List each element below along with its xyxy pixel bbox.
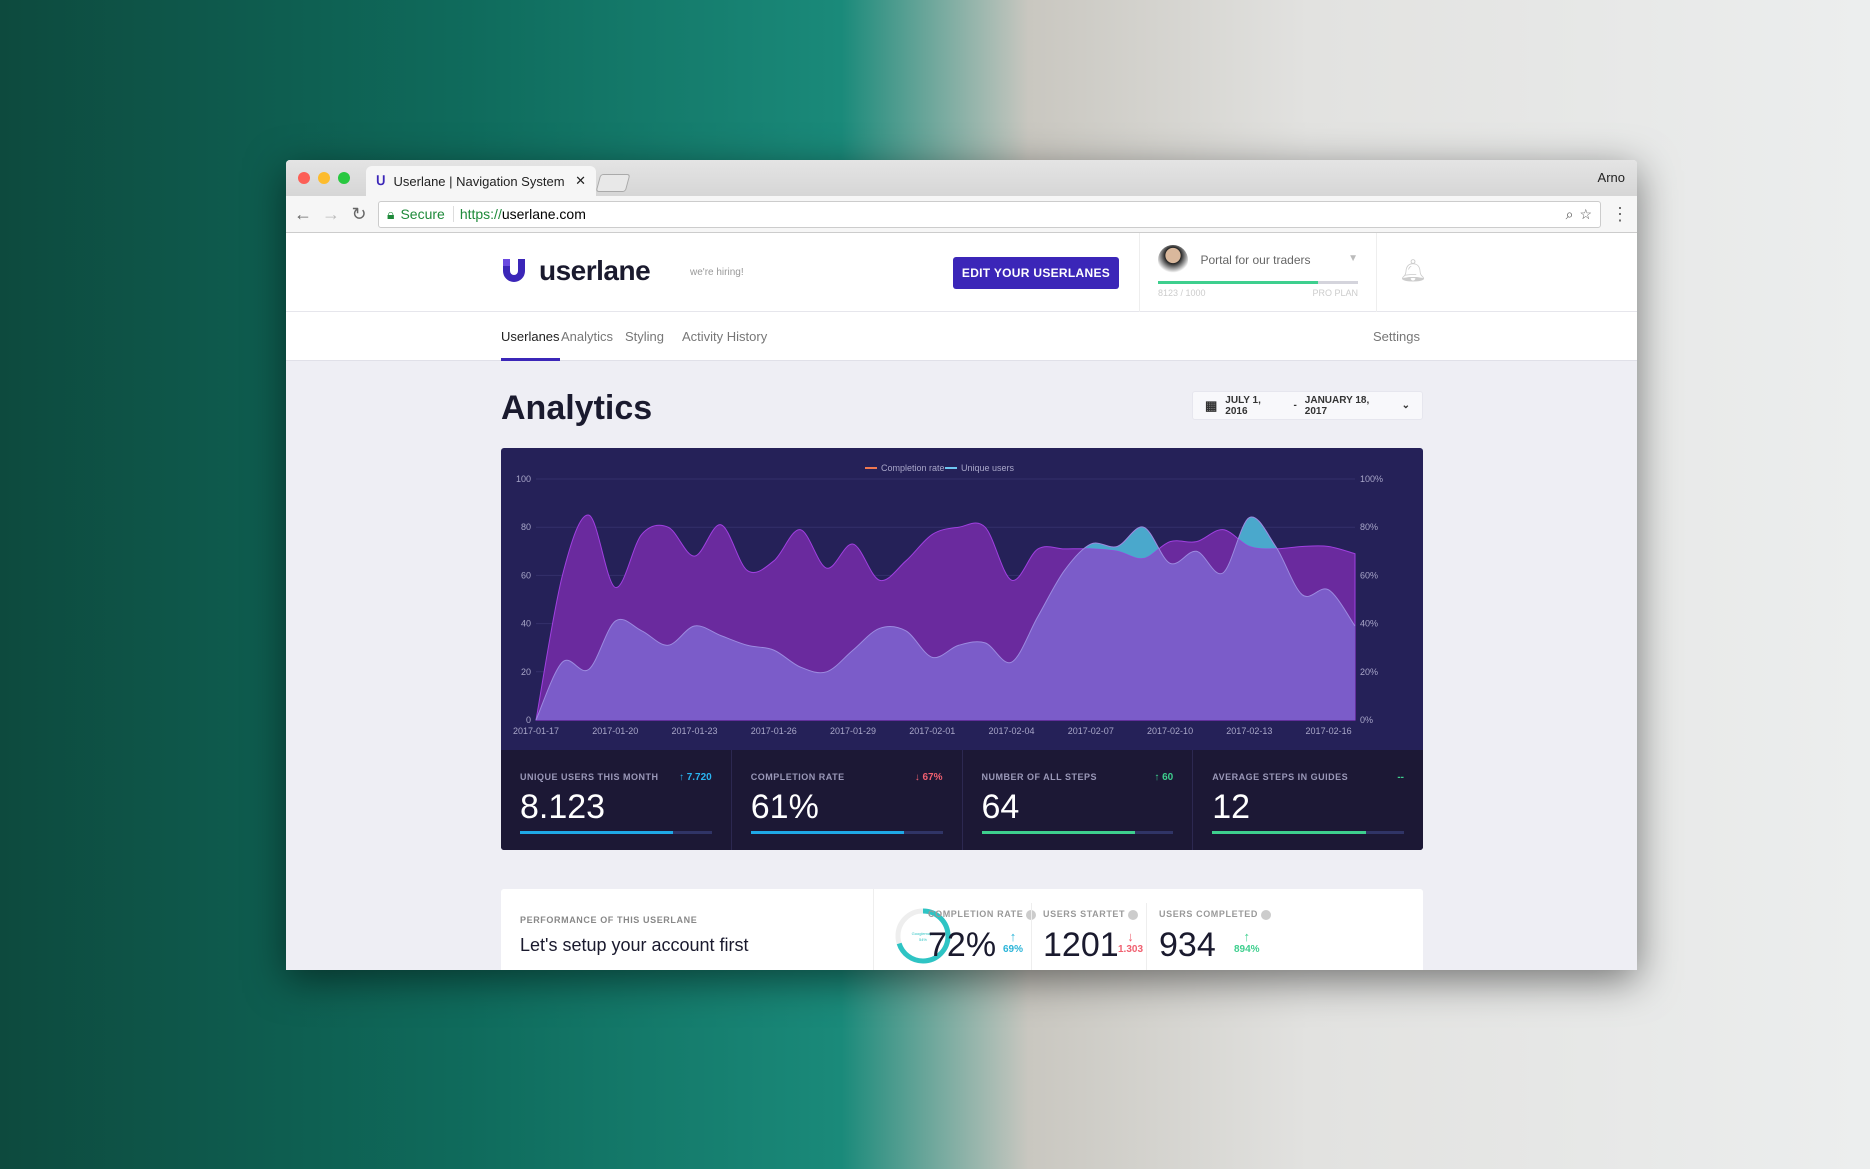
area-chart: 0 0% 20 20% 40 40% 60 60% 80 80% 100 100% 2017-01-17… bbox=[513, 463, 1383, 736]
userlane-title: Let's setup your account first bbox=[520, 935, 749, 955]
stat-card: COMPLETION RATE ↓ 67% 61% bbox=[732, 750, 963, 850]
arrow-down-icon: ↓ bbox=[1127, 929, 1134, 944]
logo[interactable]: userlane bbox=[501, 255, 651, 287]
legend-item[interactable]: Unique users bbox=[961, 463, 1015, 473]
stat-bar bbox=[750, 831, 943, 834]
performance-metric: USERS COMPLETED 934 bbox=[1159, 909, 1272, 965]
favicon-icon: ᑌ bbox=[376, 173, 386, 188]
menu-icon[interactable]: ⋮ bbox=[1611, 203, 1629, 224]
back-icon[interactable]: ← bbox=[294, 203, 312, 224]
stat-delta: ↑ 7.720 bbox=[678, 772, 712, 783]
stat-bar bbox=[1212, 831, 1404, 834]
x-tick: 2017-02-10 bbox=[1147, 726, 1193, 736]
performance-card: PERFORMANCE OF THIS USERLANE Let's setup… bbox=[501, 889, 1423, 970]
y-tick-right: 60% bbox=[1360, 570, 1378, 580]
calendar-icon: ▦ bbox=[1205, 397, 1218, 413]
stat-card: NUMBER OF ALL STEPS ↑ 60 64 bbox=[963, 750, 1194, 850]
stat-card: UNIQUE USERS THIS MONTH ↑ 7.720 8.123 bbox=[501, 750, 732, 850]
stat-card: AVERAGE STEPS IN GUIDES -- 12 bbox=[1193, 750, 1423, 850]
x-tick: 2017-02-16 bbox=[1306, 726, 1352, 736]
close-tab-icon[interactable]: ✕ bbox=[575, 173, 586, 188]
profile-name[interactable]: Arno bbox=[1597, 170, 1625, 185]
x-tick: 2017-01-23 bbox=[671, 726, 717, 736]
close-window-button[interactable] bbox=[298, 172, 310, 184]
completion-donut: Googlemaps 54% bbox=[895, 908, 951, 964]
stat-value: 12 bbox=[1212, 788, 1251, 826]
forward-icon[interactable]: → bbox=[322, 203, 340, 224]
minimize-window-button[interactable] bbox=[318, 172, 330, 184]
portal-selector[interactable]: Portal for our traders ▼ 8123 / 1000 PRO … bbox=[1139, 233, 1377, 312]
x-tick: 2017-01-26 bbox=[751, 726, 797, 736]
lock-icon: 🔒︎ bbox=[387, 205, 395, 222]
stat-value: 64 bbox=[981, 788, 1020, 826]
date-range-picker[interactable]: ▦ JULY 1, 2016 - JANUARY 18, 2017 ⌄ bbox=[1192, 391, 1423, 420]
performance-metric: USERS STARTET 1201 bbox=[1043, 909, 1139, 965]
y-tick-left: 80 bbox=[521, 522, 531, 532]
stat-delta: -- bbox=[1397, 772, 1404, 783]
chevron-down-icon: ▼ bbox=[1348, 253, 1358, 264]
x-tick: 2017-02-01 bbox=[909, 726, 955, 736]
browser-tab[interactable]: ᑌ Userlane | Navigation System ✕ bbox=[366, 166, 596, 196]
tab-styling[interactable]: Styling bbox=[625, 329, 665, 344]
performance-metric: COMPLETION RATE 72% bbox=[928, 909, 1037, 965]
stat-delta: ↑ 60 bbox=[1154, 772, 1174, 783]
svg-text:Googlemaps: Googlemaps bbox=[912, 931, 935, 936]
analytics-chart-card: 0 0% 20 20% 40 40% 60 60% 80 80% 100 100% 2017-01-17… bbox=[501, 448, 1423, 850]
avatar bbox=[1158, 245, 1188, 275]
bookmark-star-icon[interactable]: ☆ bbox=[1579, 205, 1592, 222]
y-tick-left: 60 bbox=[521, 570, 531, 580]
y-tick-right: 0% bbox=[1360, 715, 1373, 725]
help-icon[interactable] bbox=[1261, 909, 1272, 920]
stat-delta: ↓ 67% bbox=[914, 772, 943, 783]
page-title: Analytics bbox=[501, 389, 653, 427]
hiring-link[interactable]: we're hiring! bbox=[690, 267, 744, 278]
y-tick-right: 100% bbox=[1360, 474, 1383, 484]
arrow-up-icon: ↑ bbox=[1243, 929, 1251, 944]
tab-activity-history[interactable]: Activity History bbox=[682, 329, 768, 344]
x-tick: 2017-01-17 bbox=[513, 726, 559, 736]
tab-settings[interactable]: Settings bbox=[1373, 329, 1420, 344]
y-tick-left: 20 bbox=[521, 667, 531, 677]
svg-text:54%: 54% bbox=[919, 937, 927, 942]
app-page: userlane we're hiring! EDIT YOUR USERLAN… bbox=[286, 233, 1637, 970]
unique-users-area bbox=[536, 516, 1355, 720]
stat-value: 8.123 bbox=[520, 788, 606, 826]
stats-row: UNIQUE USERS THIS MONTH ↑ 7.720 8.123 CO… bbox=[501, 750, 1423, 850]
browser-window: ᑌ Userlane | Navigation System ✕ Arno ← … bbox=[286, 160, 1637, 970]
legend-item[interactable]: Completion rate bbox=[881, 463, 945, 473]
y-tick-left: 0 bbox=[526, 715, 531, 725]
x-tick: 2017-02-07 bbox=[1068, 726, 1114, 736]
stat-value: 61% bbox=[750, 788, 819, 826]
tab-bar: ᑌ Userlane | Navigation System ✕ Arno bbox=[286, 160, 1637, 196]
tab-analytics[interactable]: Analytics bbox=[561, 329, 614, 344]
app-header: userlane we're hiring! EDIT YOUR USERLAN… bbox=[286, 233, 1637, 312]
y-tick-right: 80% bbox=[1360, 522, 1378, 532]
userlane-logo-icon bbox=[503, 259, 525, 282]
x-tick: 2017-02-04 bbox=[989, 726, 1035, 736]
new-tab-button[interactable] bbox=[595, 174, 631, 192]
zoom-icon[interactable]: ⌕ bbox=[1565, 205, 1574, 222]
bell-icon[interactable]: 🔔︎ bbox=[1399, 258, 1427, 283]
x-tick: 2017-02-13 bbox=[1226, 726, 1272, 736]
stat-bar bbox=[520, 831, 712, 834]
tab-userlanes[interactable]: Userlanes bbox=[501, 329, 560, 361]
usage-bar bbox=[1158, 281, 1358, 284]
y-tick-right: 40% bbox=[1360, 619, 1378, 629]
y-tick-left: 100 bbox=[516, 474, 531, 484]
maximize-window-button[interactable] bbox=[338, 172, 350, 184]
nav-tabs: Userlanes Analytics Styling Activity His… bbox=[286, 312, 1637, 361]
unique-users-line bbox=[535, 516, 1356, 721]
chevron-down-icon: ⌄ bbox=[1401, 400, 1410, 411]
help-icon[interactable] bbox=[1128, 909, 1139, 920]
y-tick-left: 40 bbox=[521, 619, 531, 629]
reload-icon[interactable]: ↻ bbox=[351, 203, 367, 224]
address-toolbar: ← → ↻ 🔒︎ Secure https://userlane.com ⌕ ☆… bbox=[286, 196, 1637, 233]
address-bar[interactable]: 🔒︎ Secure https://userlane.com ⌕ ☆ bbox=[378, 200, 1601, 228]
arrow-up-icon: ↑ bbox=[1009, 929, 1017, 944]
x-tick: 2017-01-20 bbox=[592, 726, 638, 736]
y-tick-right: 20% bbox=[1360, 667, 1378, 677]
x-tick: 2017-01-29 bbox=[830, 726, 876, 736]
stat-bar bbox=[981, 831, 1174, 834]
edit-userlanes-button[interactable]: EDIT YOUR USERLANES bbox=[953, 257, 1119, 289]
